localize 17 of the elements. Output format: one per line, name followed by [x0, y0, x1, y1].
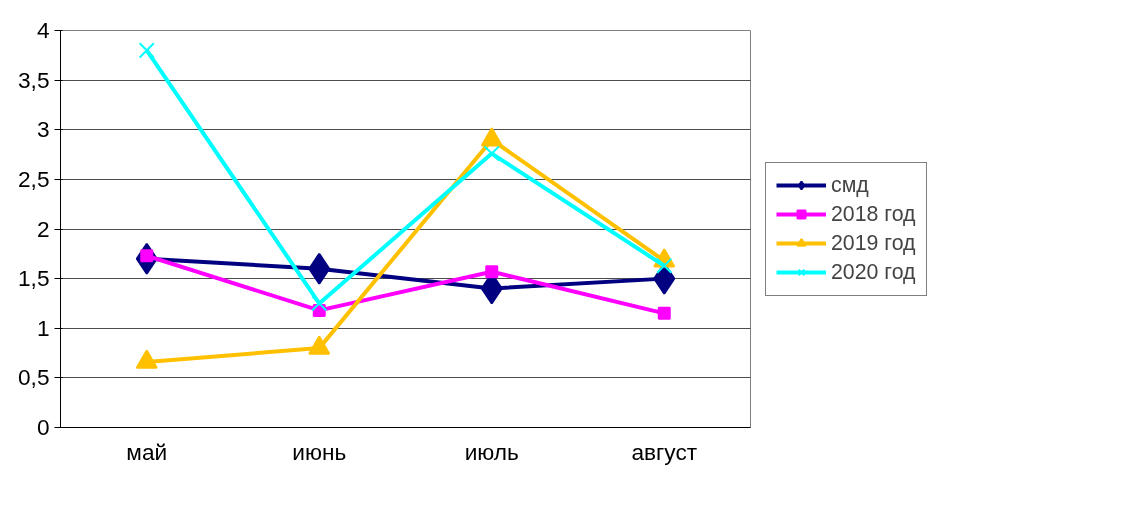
legend-label: 2020 год — [831, 259, 916, 285]
y-tick-label: 1 — [36, 314, 50, 341]
y-tick-label: 0 — [36, 414, 50, 440]
x-tick-label: май — [126, 438, 168, 465]
x-tick-label: июнь — [292, 438, 347, 465]
y-tick-label: 3 — [36, 116, 50, 143]
y-tick-label: 2,5 — [18, 165, 50, 192]
legend-label: смд — [831, 172, 869, 198]
y-tick-label: 4 — [36, 17, 50, 43]
y-tick-label: 2 — [36, 215, 50, 242]
y-tick-label: 0,5 — [18, 364, 50, 391]
legend-label: 2018 год — [831, 201, 916, 227]
x-tick-label: август — [631, 438, 698, 465]
legend-label: 2019 год — [831, 230, 916, 256]
y-tick-label: 3,5 — [18, 66, 50, 93]
x-tick-label: июль — [464, 438, 519, 465]
y-tick-label: 1,5 — [18, 265, 50, 292]
